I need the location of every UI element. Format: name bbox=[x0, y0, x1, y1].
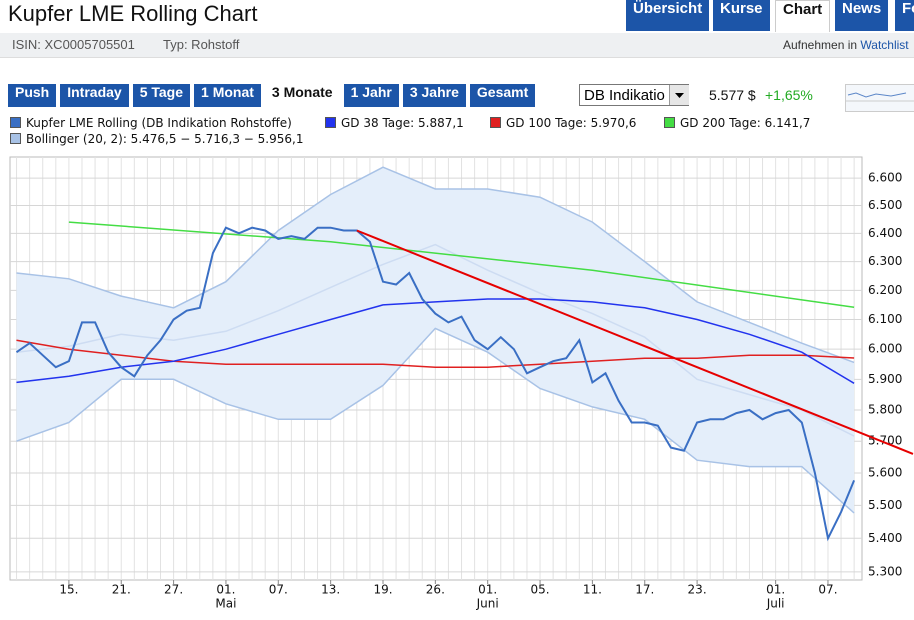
y-tick-label: 6.500 bbox=[868, 198, 902, 212]
legend-entry: Bollinger (20, 2): 5.476,5 − 5.716,3 − 5… bbox=[10, 132, 303, 146]
x-tick-label: 23. bbox=[688, 583, 707, 597]
y-tick-label: 6.100 bbox=[868, 312, 902, 326]
legend-label: GD 100 Tage: 5.970,6 bbox=[506, 116, 637, 130]
select-arrow[interactable] bbox=[669, 85, 689, 105]
band-fill bbox=[16, 167, 855, 513]
x-tick-label: 01. bbox=[766, 583, 785, 597]
month-label: Mai bbox=[215, 597, 236, 611]
x-tick-label: 27. bbox=[164, 583, 183, 597]
x-tick-label: 11. bbox=[583, 583, 602, 597]
x-tick-label: 05. bbox=[530, 583, 549, 597]
legend-entry: Kupfer LME Rolling (DB Indikation Rohsto… bbox=[10, 116, 292, 130]
y-tick-label: 5.400 bbox=[868, 531, 902, 545]
range-button[interactable]: Intraday bbox=[60, 84, 129, 107]
band-middle bbox=[16, 243, 855, 437]
y-tick-label: 6.600 bbox=[868, 171, 902, 185]
series-line bbox=[15, 226, 856, 542]
watchlist-link[interactable]: Watchlist bbox=[860, 38, 909, 52]
source-select[interactable]: DB Indikatio bbox=[579, 84, 689, 106]
legend-entry: GD 100 Tage: 5.970,6 bbox=[490, 116, 636, 130]
x-tick-label: 07. bbox=[818, 583, 837, 597]
range-buttons: Push Intraday 5 Tage 1 Monat 3 Monate 1 Jahr 3… bbox=[8, 84, 536, 107]
x-tick-label: 07. bbox=[269, 583, 288, 597]
y-tick-label: 6.300 bbox=[868, 254, 902, 268]
range-button[interactable]: 1 Monat bbox=[194, 84, 261, 107]
thumb-icon bbox=[846, 92, 914, 102]
y-tick-label: 5.800 bbox=[868, 403, 902, 417]
change: +1,65% bbox=[765, 87, 813, 103]
legend-entry: GD 200 Tage: 6.141,7 bbox=[664, 116, 810, 130]
range-button[interactable]: 3 Jahre bbox=[402, 84, 466, 107]
x-tick-label: 13. bbox=[321, 583, 340, 597]
y-tick-label: 5.300 bbox=[868, 564, 902, 578]
type: Typ: Rohstoff bbox=[163, 37, 240, 52]
legend-swatch bbox=[10, 133, 21, 144]
legend-swatch bbox=[664, 117, 675, 128]
range-button[interactable]: 3 Monate bbox=[264, 84, 340, 107]
watchlist-prefix: Aufnehmen in bbox=[783, 38, 858, 52]
legend-label: GD 38 Tage: 5.887,1 bbox=[341, 116, 464, 130]
band-lower bbox=[16, 327, 855, 514]
x-tick-label: 26. bbox=[426, 583, 445, 597]
y-tick-label: 6.000 bbox=[868, 342, 902, 356]
x-tick-label: 15. bbox=[59, 583, 78, 597]
x-tick-label: 19. bbox=[373, 583, 392, 597]
range-button[interactable]: Gesamt bbox=[469, 84, 536, 107]
arrow-icon bbox=[675, 93, 684, 98]
legend-label: GD 200 Tage: 6.141,7 bbox=[680, 116, 811, 130]
series-line bbox=[16, 339, 855, 368]
tab[interactable]: Kurse bbox=[713, 0, 770, 31]
month-label: Juni bbox=[476, 597, 499, 611]
trend-line bbox=[356, 229, 914, 455]
legend-swatch bbox=[490, 117, 501, 128]
legend-label: Bollinger (20, 2): 5.476,5 − 5.716,3 − 5… bbox=[26, 132, 304, 146]
range-button[interactable]: 5 Tage bbox=[132, 84, 191, 107]
legend-swatch bbox=[10, 117, 21, 128]
legend-entry: GD 38 Tage: 5.887,1 bbox=[325, 116, 464, 130]
x-tick-label: 01. bbox=[478, 583, 497, 597]
y-tick-label: 5.900 bbox=[868, 372, 902, 386]
legend-label: Kupfer LME Rolling (DB Indikation Rohsto… bbox=[26, 116, 292, 130]
x-tick-label: 17. bbox=[635, 583, 654, 597]
tab[interactable]: News bbox=[835, 0, 889, 31]
month-label: Juli bbox=[766, 597, 785, 611]
price: 5.577 $ bbox=[709, 87, 756, 103]
isin: ISIN: XC0005705501 bbox=[12, 37, 135, 52]
legend-swatch bbox=[325, 117, 336, 128]
x-tick-label: 21. bbox=[112, 583, 131, 597]
x-tick-label: 01. bbox=[216, 583, 235, 597]
watchlist: Aufnehmen in Watchlist bbox=[783, 38, 909, 52]
y-tick-label: 6.200 bbox=[868, 283, 902, 297]
series-line bbox=[16, 298, 855, 384]
thumbnail[interactable] bbox=[845, 84, 914, 112]
range-button[interactable]: 1 Jahr bbox=[343, 84, 399, 107]
info-bar bbox=[0, 33, 914, 58]
tab[interactable]: Fo bbox=[895, 0, 914, 31]
y-tick-label: 5.700 bbox=[868, 434, 902, 448]
y-tick-label: 5.600 bbox=[868, 466, 902, 480]
band-upper bbox=[16, 166, 855, 364]
y-tick-label: 5.500 bbox=[868, 498, 902, 512]
range-button[interactable]: Push bbox=[8, 84, 57, 107]
tab[interactable]: Chart bbox=[775, 0, 831, 32]
series-line bbox=[68, 221, 855, 309]
page-title: Kupfer LME Rolling Chart bbox=[8, 1, 258, 26]
tab[interactable]: Übersicht bbox=[626, 0, 710, 31]
y-tick-label: 6.400 bbox=[868, 226, 902, 240]
